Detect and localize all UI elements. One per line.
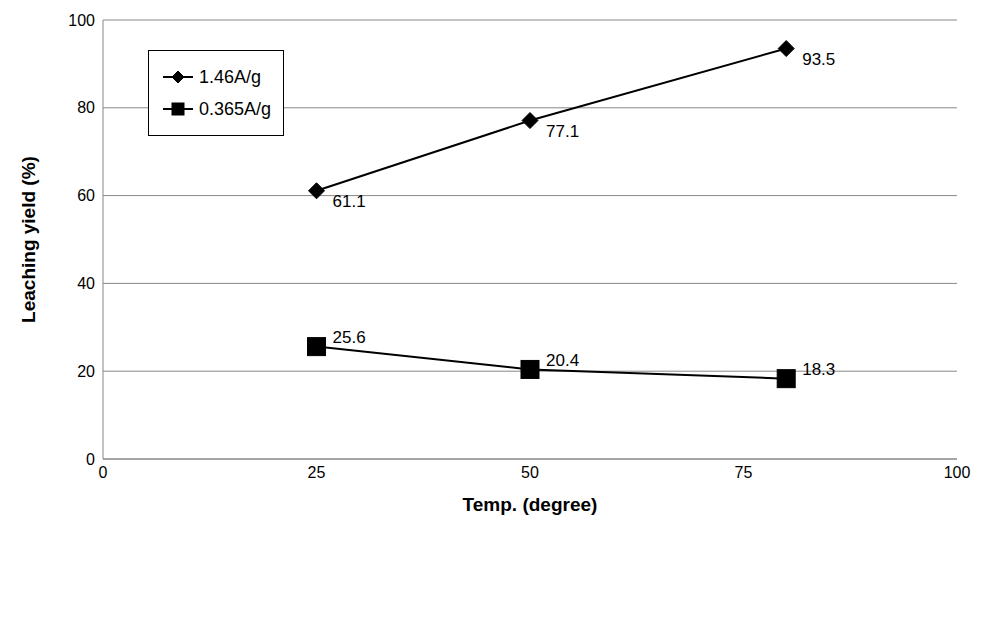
svg-text:20.4: 20.4 bbox=[546, 351, 579, 370]
svg-text:Leaching yield (%): Leaching yield (%) bbox=[18, 156, 39, 323]
svg-text:20: 20 bbox=[77, 363, 95, 380]
svg-text:60: 60 bbox=[77, 187, 95, 204]
svg-text:40: 40 bbox=[77, 275, 95, 292]
svg-text:77.1: 77.1 bbox=[546, 122, 579, 141]
html-text:0.365A/g: 0.365A/g bbox=[199, 98, 272, 119]
svg-text:100: 100 bbox=[68, 12, 95, 29]
svg-text:75: 75 bbox=[735, 464, 753, 481]
svg-text:25: 25 bbox=[308, 464, 326, 481]
html-text:1.46A/g: 1.46A/g bbox=[199, 66, 262, 87]
svg-text:61.1: 61.1 bbox=[333, 192, 366, 211]
svg-text:18.3: 18.3 bbox=[802, 360, 835, 379]
svg-text:80: 80 bbox=[77, 99, 95, 116]
svg-text:100: 100 bbox=[944, 464, 971, 481]
svg-text:93.5: 93.5 bbox=[802, 50, 835, 69]
svg-text:0: 0 bbox=[99, 464, 108, 481]
svg-text:0: 0 bbox=[86, 451, 95, 468]
svg-text:Temp. (degree): Temp. (degree) bbox=[463, 494, 598, 515]
svg-text:50: 50 bbox=[521, 464, 539, 481]
svg-text:25.6: 25.6 bbox=[333, 328, 366, 347]
